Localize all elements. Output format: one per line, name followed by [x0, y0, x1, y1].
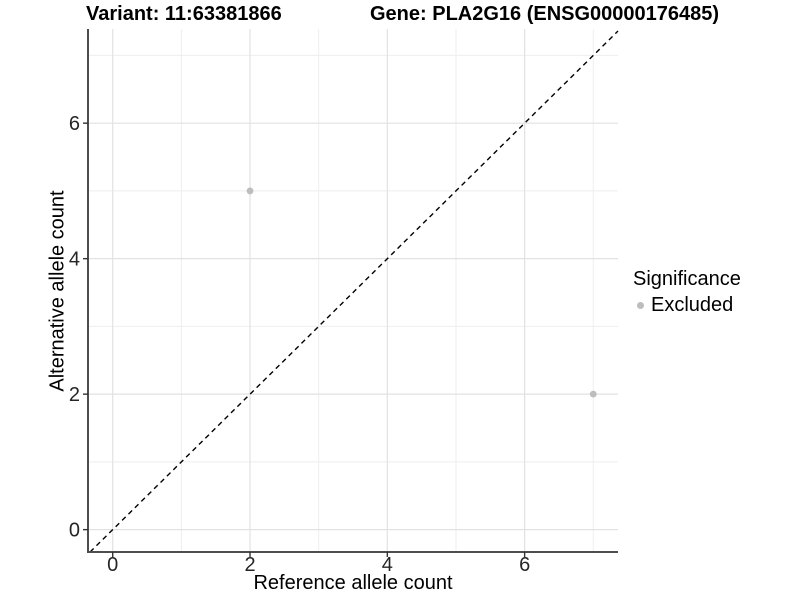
x-tick-label: 2: [244, 554, 255, 576]
legend-item: Excluded: [633, 294, 741, 317]
legend-item-label: Excluded: [651, 294, 734, 316]
variant-title: Variant: 11:63381866: [86, 3, 282, 25]
identity-reference-line: [89, 30, 619, 553]
y-tick-label: 0: [69, 520, 80, 542]
x-tick-label: 6: [519, 554, 530, 576]
y-axis-title: Alternative allele count: [46, 190, 69, 392]
point-icon: [637, 302, 644, 309]
y-tick-label: 2: [69, 384, 80, 406]
legend-title: Significance: [633, 268, 741, 290]
legend: Significance Excluded: [633, 268, 741, 317]
data-point: [589, 390, 597, 398]
x-axis-title: Reference allele count: [253, 572, 453, 594]
y-tick-label: 4: [69, 249, 80, 271]
y-tick-label: 6: [69, 113, 80, 135]
x-tick-label: 0: [107, 554, 118, 576]
gene-title: Gene: PLA2G16 (ENSG00000176485): [370, 3, 720, 25]
x-tick-label: 4: [382, 554, 393, 576]
data-point: [246, 187, 254, 195]
